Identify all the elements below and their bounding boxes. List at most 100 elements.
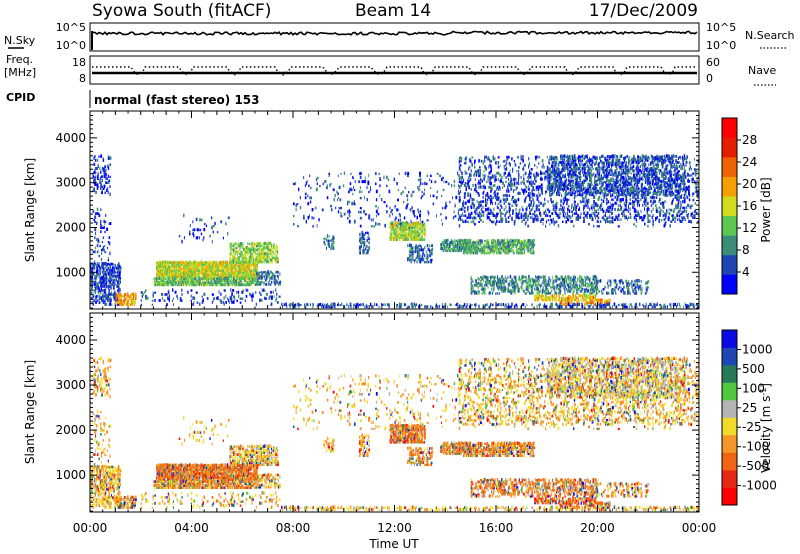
power-cell [227, 280, 229, 285]
power-cell [413, 246, 415, 250]
power-cell [230, 258, 232, 262]
power-cell [162, 283, 165, 287]
power-cell [260, 244, 263, 248]
power-cell [452, 244, 455, 249]
power-cell [639, 198, 642, 201]
power-cell [103, 184, 106, 189]
power-cell [252, 292, 254, 296]
power-cell [430, 250, 432, 254]
power-cell [122, 299, 125, 302]
power-cell [683, 208, 686, 211]
power-cell [250, 247, 252, 252]
power-cell [517, 242, 519, 247]
power-cell [534, 214, 537, 217]
power-cell [197, 273, 199, 277]
power-cell [102, 157, 104, 160]
power-cell [492, 155, 494, 159]
power-cell [242, 269, 244, 273]
power-cell [238, 248, 241, 252]
power-cell [410, 233, 412, 237]
power-cell [128, 303, 130, 306]
power-cell [495, 241, 497, 245]
power-cell [254, 256, 256, 260]
power-cell [234, 250, 237, 254]
power-cell [95, 273, 98, 276]
power-cell [195, 261, 197, 264]
power-cell [447, 247, 450, 251]
power-cell [201, 264, 203, 269]
power-cell [480, 159, 483, 163]
power-cell [485, 155, 487, 159]
power-cell [101, 248, 103, 252]
power-cell [175, 280, 177, 285]
power-cell [495, 201, 497, 205]
power-cell [407, 222, 409, 225]
power-cell [487, 251, 489, 255]
power-cell [103, 248, 105, 252]
power-cell [116, 295, 119, 298]
power-cell [210, 216, 213, 220]
power-cell [600, 198, 603, 201]
power-cell [233, 244, 235, 248]
power-cell [182, 277, 184, 281]
power-cell [199, 302, 201, 306]
power-cell [473, 245, 475, 249]
power-cell [590, 212, 592, 215]
power-cell [100, 176, 102, 180]
power-cell [419, 248, 421, 252]
power-cell [256, 252, 259, 256]
power-cell [244, 271, 247, 275]
power-cell [95, 231, 97, 236]
power-cell [161, 279, 163, 283]
power-cell [228, 301, 230, 304]
power-cell [558, 167, 560, 170]
power-cell [96, 286, 98, 290]
power-cell [256, 267, 258, 271]
power-cell [205, 265, 208, 269]
power-cell [483, 252, 485, 255]
power-cell [106, 188, 108, 193]
power-cell [155, 277, 157, 281]
power-cell [227, 272, 230, 277]
power-cell [93, 162, 95, 166]
power-cell [118, 272, 121, 276]
power-cell [249, 263, 251, 266]
power-cell [188, 266, 191, 271]
power-cell [254, 267, 256, 271]
power-cell [535, 171, 538, 175]
power-cell [245, 249, 247, 254]
power-cell [271, 243, 272, 248]
power-cell [638, 203, 641, 207]
power-cell [103, 225, 105, 230]
nsky-trace [91, 30, 698, 36]
power-cell [194, 228, 196, 232]
power-cell [264, 254, 266, 258]
power-cell [642, 203, 644, 207]
power-cell [529, 210, 532, 213]
power-cell [158, 283, 160, 287]
power-cell [250, 246, 253, 250]
power-cell [239, 245, 241, 250]
power-cell [172, 284, 175, 287]
power-cell [232, 248, 233, 252]
power-cell [180, 265, 182, 269]
power-cell [411, 229, 413, 233]
power-cell [110, 292, 113, 296]
power-cell [504, 243, 506, 247]
power-cell [185, 280, 188, 285]
power-cell [101, 189, 103, 193]
power-cell [261, 272, 264, 276]
power-cell [358, 232, 361, 237]
power-cell [666, 212, 668, 215]
power-cell [361, 230, 363, 235]
power-cell [533, 193, 535, 197]
power-cell [223, 296, 225, 300]
power-cell [491, 174, 494, 177]
power-cell [469, 193, 472, 197]
power-cell [247, 263, 249, 266]
power-cell [542, 172, 544, 175]
power-cell [474, 178, 476, 181]
power-cell [478, 213, 480, 217]
power-cell [232, 247, 235, 252]
power-cell [260, 275, 261, 278]
